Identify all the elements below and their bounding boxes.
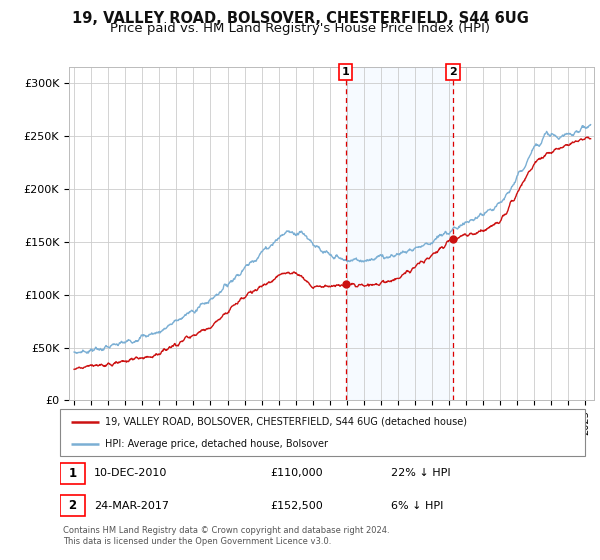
Text: 19, VALLEY ROAD, BOLSOVER, CHESTERFIELD, S44 6UG: 19, VALLEY ROAD, BOLSOVER, CHESTERFIELD,… xyxy=(71,11,529,26)
Text: 6% ↓ HPI: 6% ↓ HPI xyxy=(391,501,443,511)
Text: 2: 2 xyxy=(449,67,457,77)
Text: £152,500: £152,500 xyxy=(270,501,323,511)
Text: 2: 2 xyxy=(68,499,77,512)
Text: HPI: Average price, detached house, Bolsover: HPI: Average price, detached house, Bols… xyxy=(104,438,328,449)
Text: Price paid vs. HM Land Registry's House Price Index (HPI): Price paid vs. HM Land Registry's House … xyxy=(110,22,490,35)
Text: 22% ↓ HPI: 22% ↓ HPI xyxy=(391,468,451,478)
FancyBboxPatch shape xyxy=(60,409,585,456)
Text: 19, VALLEY ROAD, BOLSOVER, CHESTERFIELD, S44 6UG (detached house): 19, VALLEY ROAD, BOLSOVER, CHESTERFIELD,… xyxy=(104,417,467,427)
Text: 24-MAR-2017: 24-MAR-2017 xyxy=(94,501,169,511)
Text: Contains HM Land Registry data © Crown copyright and database right 2024.
This d: Contains HM Land Registry data © Crown c… xyxy=(63,526,389,546)
Text: 10-DEC-2010: 10-DEC-2010 xyxy=(94,468,167,478)
FancyBboxPatch shape xyxy=(60,495,85,516)
Text: £110,000: £110,000 xyxy=(270,468,323,478)
Bar xyxy=(346,67,453,400)
Text: 1: 1 xyxy=(342,67,350,77)
FancyBboxPatch shape xyxy=(60,463,85,484)
Text: 1: 1 xyxy=(68,467,77,480)
